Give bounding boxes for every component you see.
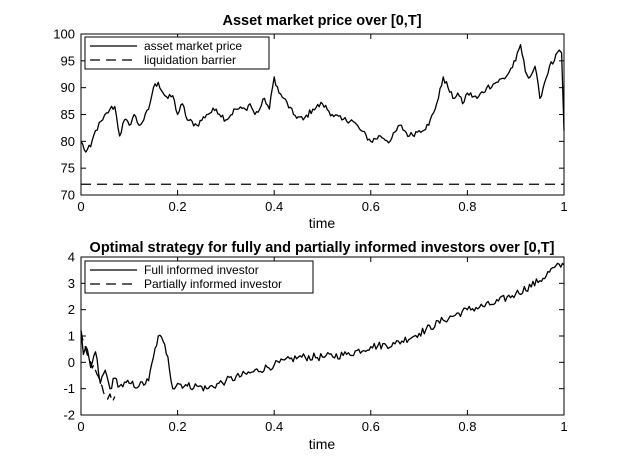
strategy-panel: Optimal strategy for fully and partially… <box>63 240 567 452</box>
legend-partially-informed-investor: Partially informed investor <box>144 277 282 291</box>
strategy-xtick-label: 0.2 <box>169 419 187 434</box>
asset-price-ytick-label: 75 <box>61 161 75 176</box>
legend-full-informed-investor: Full informed investor <box>144 263 259 277</box>
strategy-ytick-label: -2 <box>63 408 75 423</box>
asset-price-title: Asset market price over [0,T] <box>222 13 421 29</box>
strategy-legend: Full informed investor Partially informe… <box>84 260 314 294</box>
strategy-xtick-label: 0.8 <box>458 419 476 434</box>
asset-price-ytick-label: 90 <box>61 80 75 95</box>
asset-price-ytick-label: 80 <box>61 134 75 149</box>
asset-price-series-asset-market-price <box>80 44 565 153</box>
strategy-ytick-label: -1 <box>63 381 75 396</box>
asset-price-xtick-label: 0.4 <box>265 199 283 214</box>
strategy-series-partially-informed-investor <box>80 330 116 403</box>
asset-price-ytick-label: 100 <box>53 27 75 42</box>
asset-price-xtick-label: 0 <box>77 199 84 214</box>
strategy-ytick-label: 4 <box>68 250 75 265</box>
asset-price-xtick-label: 0.6 <box>362 199 380 214</box>
strategy-plot-area <box>80 262 565 403</box>
strategy-series-full-informed-investor <box>80 262 565 392</box>
legend-asset-market-price: asset market price <box>144 39 242 53</box>
strategy-ytick-label: 0 <box>68 355 75 370</box>
strategy-ytick-label: 2 <box>68 302 75 317</box>
asset-price-ytick-label: 95 <box>61 53 75 68</box>
asset-price-x-ticks: 0 0.2 0.4 0.6 0.8 1 <box>77 34 568 214</box>
legend-liquidation-barrier: liquidation barrier <box>144 53 236 67</box>
strategy-ytick-label: 1 <box>68 329 75 344</box>
strategy-title: Optimal strategy for fully and partially… <box>90 240 555 256</box>
asset-price-xtick-label: 0.8 <box>458 199 476 214</box>
asset-price-xlabel: time <box>309 215 336 231</box>
strategy-xtick-label: 0.4 <box>265 419 283 434</box>
strategy-y-ticks: -2 -1 0 1 2 3 4 <box>63 250 564 423</box>
asset-price-panel: Asset market price over [0,T] 0 0.2 0.4 0.6… <box>0 0 623 231</box>
strategy-x-ticks: 0 0.2 0.4 0.6 0.8 1 <box>77 257 568 434</box>
asset-price-xtick-label: 1 <box>560 199 567 214</box>
strategy-xtick-label: 1 <box>560 419 567 434</box>
asset-price-y-ticks: 70 75 80 85 90 95 100 <box>53 27 564 203</box>
asset-price-legend: asset market price liquidation barrier <box>84 36 270 70</box>
asset-price-xtick-label: 0.2 <box>169 199 187 214</box>
strategy-ytick-label: 3 <box>68 276 75 291</box>
asset-price-ytick-label: 70 <box>61 188 75 203</box>
asset-price-plot-area <box>80 44 565 185</box>
strategy-xtick-label: 0.6 <box>362 419 380 434</box>
asset-price-ytick-label: 85 <box>61 107 75 122</box>
strategy-xtick-label: 0 <box>77 419 84 434</box>
strategy-xlabel: time <box>309 436 336 452</box>
